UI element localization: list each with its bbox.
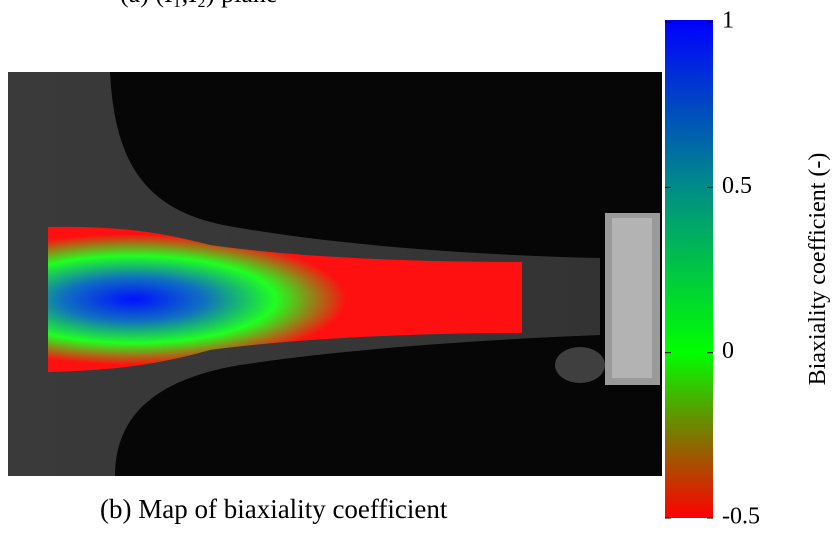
tick-label: 0.5 [722, 173, 752, 199]
caption: (b) Map of biaxiality coefficient [100, 494, 448, 524]
colorbar [665, 20, 713, 518]
tick-label: 1 [722, 8, 734, 34]
photo [8, 72, 662, 476]
tick-label: 0 [722, 338, 734, 364]
colorbar-axis: 1 0.5 0 -0.5 [665, 8, 760, 530]
tick-label: -0.5 [722, 504, 760, 530]
colorbar-label: Biaxiality coefficient (-) [805, 153, 831, 386]
top-caption: (a) (I₁,I₂) plane [120, 0, 277, 8]
